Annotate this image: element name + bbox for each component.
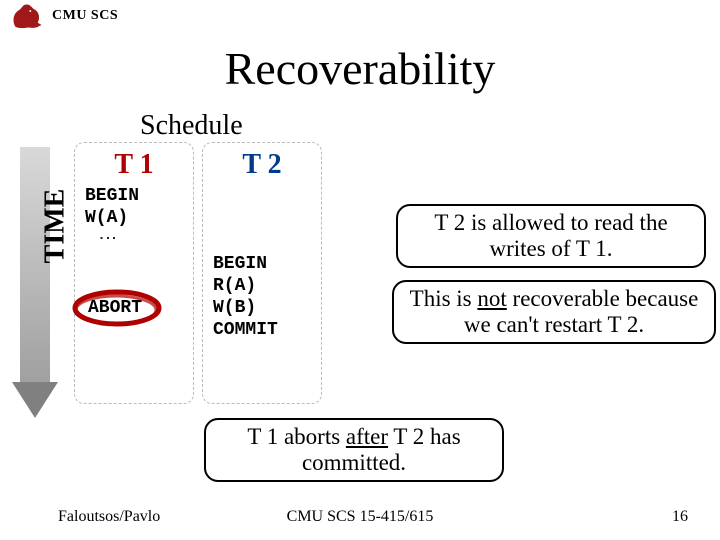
transaction-column-t2: T 2 BEGIN R(A) W(B) COMMIT — [202, 142, 322, 404]
callout-text-u: not — [477, 286, 506, 311]
scs-text: CMU SCS — [52, 8, 118, 24]
scotty-logo-icon — [10, 2, 44, 30]
ellipsis-icon: ⋮ — [85, 229, 111, 249]
t2-op: W(B) — [213, 297, 278, 319]
t2-op: R(A) — [213, 275, 278, 297]
t2-op: BEGIN — [213, 253, 278, 275]
t1-op: W(A) — [85, 207, 139, 229]
callout-aborts-after: T 1 aborts after T 2 has committed. — [204, 418, 504, 482]
t2-header: T 2 — [203, 149, 321, 181]
callout-not-recoverable: This is not recoverable because we can't… — [392, 280, 716, 344]
footer-right: 16 — [672, 508, 688, 526]
t2-ops: BEGIN R(A) W(B) COMMIT — [203, 251, 288, 341]
abort-circle-icon — [70, 288, 164, 328]
footer-center: CMU SCS 15-415/615 — [0, 508, 720, 526]
t1-op: BEGIN — [85, 185, 139, 207]
callout-text-a: T 1 aborts — [247, 424, 346, 449]
callout-text-u: after — [346, 424, 388, 449]
t2-op: COMMIT — [213, 319, 278, 341]
slide-title: Recoverability — [0, 42, 720, 95]
time-axis-label: TIME — [39, 189, 71, 264]
t1-ops: BEGIN W(A) ⋮ — [75, 183, 149, 249]
schedule-label: Schedule — [140, 110, 243, 142]
header: CMU SCS — [10, 2, 118, 30]
t1-header: T 1 — [75, 149, 193, 181]
transaction-column-t1: T 1 BEGIN W(A) ⋮ — [74, 142, 194, 404]
slide: CMU SCS Recoverability Schedule TIME T 1… — [0, 0, 720, 540]
callout-allowed-read: T 2 is allowed to read the writes of T 1… — [396, 204, 706, 268]
callout-text: T 2 is allowed to read the writes of T 1… — [434, 210, 667, 261]
callout-text-a: This is — [410, 286, 478, 311]
abort-highlight: ABORT — [76, 290, 160, 328]
